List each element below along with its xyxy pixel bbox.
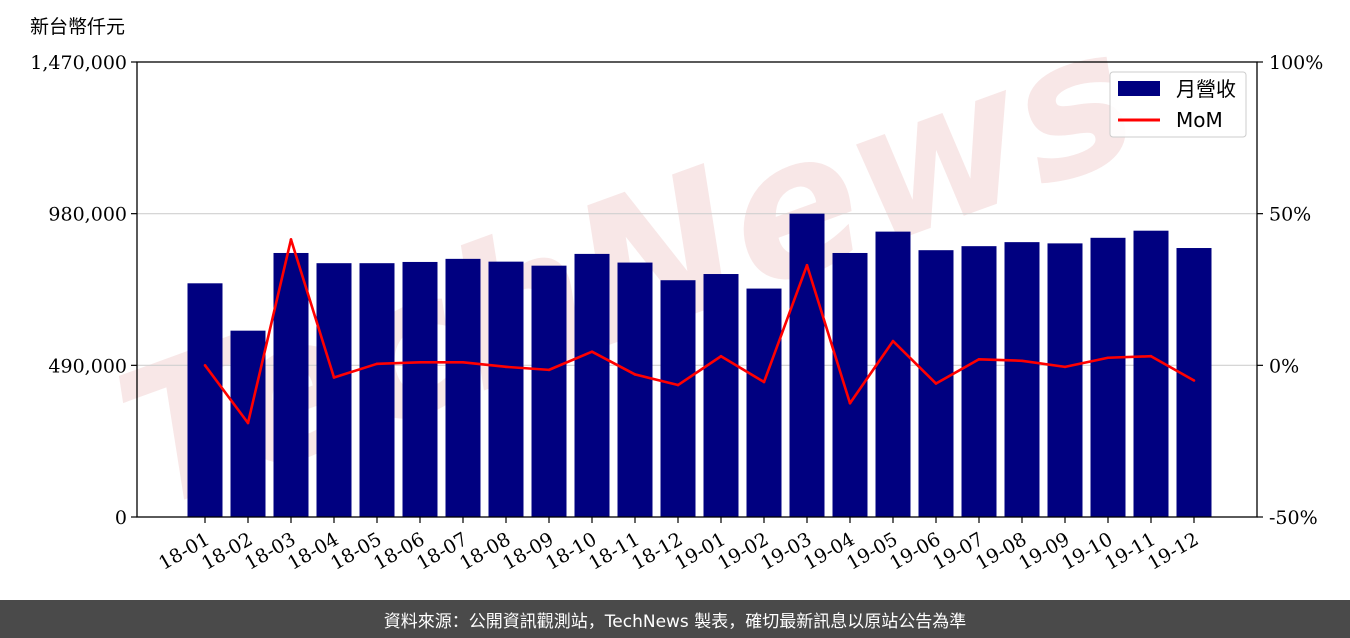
y-right-tick-label: 100% [1269,52,1323,74]
y-left-tick-label: 490,000 [48,355,127,377]
source-footer: 資料來源：公開資訊觀測站，TechNews 製表，確切最新訊息以原站公告為準 [0,600,1350,638]
revenue-bar [660,280,696,517]
mom-point [891,339,895,343]
revenue-bar [359,263,395,517]
revenue-bar [1176,248,1212,517]
mom-point [934,382,938,385]
legend-bar-swatch [1118,81,1160,96]
mom-point [633,373,637,376]
mom-point [1106,356,1110,360]
mom-line [203,238,1195,425]
y-left-axis: 0 490,000 980,000 1,470,000 [30,52,137,529]
legend-label-mom: MoM [1176,108,1223,132]
revenue-bar [1090,237,1126,518]
mom-point [375,362,379,366]
mom-point [547,368,551,372]
mom-line-series [203,238,1196,425]
mom-point [590,350,594,353]
mom-point [719,354,723,358]
revenue-bar [1133,230,1169,517]
y-left-tick-label: 1,470,000 [30,52,127,74]
y-left-tick-label: 980,000 [48,204,127,226]
y-right-axis: -50% 0% 50% 100% [1257,52,1323,529]
plot-frame [136,61,1258,518]
x-tick-label: 19-12 [1144,528,1202,574]
mom-point [762,380,766,384]
mom-point [805,263,809,267]
revenue-bar [273,252,309,517]
mom-point [848,401,852,405]
revenue-bar [402,261,438,517]
mom-point [504,365,508,369]
mom-point [1063,365,1067,369]
y-right-tick-label: 0% [1269,355,1299,377]
revenue-bar [789,213,825,517]
y-right-tick-label: 50% [1269,204,1311,226]
legend-label-revenue: 月營收 [1176,77,1236,101]
mom-point [1192,379,1196,382]
mom-point [246,421,250,425]
revenue-chart: 新台幣仟元 0 490,000 980,000 1,470,000 -50% 0% 50%… [30,16,1323,575]
revenue-bar [488,261,524,517]
mom-point [977,357,981,361]
revenue-bar [445,258,481,517]
revenue-bar [875,231,911,517]
revenue-bar [574,253,610,517]
y-right-tick-label: -50% [1269,507,1318,529]
mom-point [461,361,465,364]
legend: 月營收 MoM [1109,71,1247,138]
mom-point [1020,359,1024,363]
revenue-bar [703,274,739,517]
revenue-bar [961,246,997,517]
revenue-bar [746,288,782,517]
mom-point [1149,354,1153,358]
mom-point [676,383,680,387]
y-left-unit-label: 新台幣仟元 [30,16,125,38]
mom-point [289,238,293,241]
bar-series [187,213,1212,518]
mom-point [203,364,207,367]
x-axis: 18-0118-0218-0318-0418-0518-0618-0718-08… [155,517,1203,575]
revenue-bar [1004,242,1040,517]
mom-point [418,361,422,364]
revenue-bar [531,265,567,517]
y-left-tick-label: 0 [115,507,127,529]
revenue-bar [617,262,653,517]
mom-point [332,376,336,379]
revenue-bar [187,283,223,517]
revenue-bar [316,263,352,517]
revenue-bar [1047,243,1083,517]
